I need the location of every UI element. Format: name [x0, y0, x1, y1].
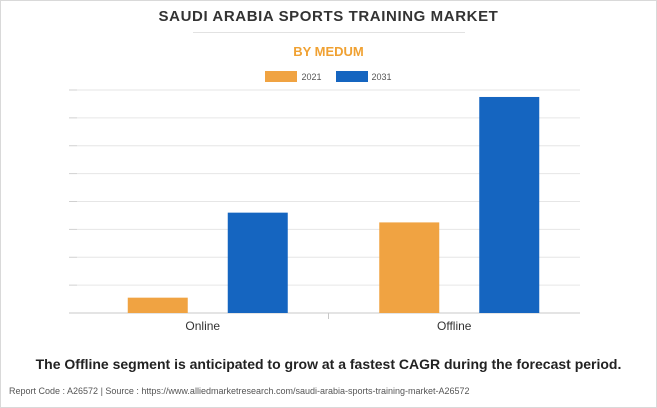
legend-swatch-2021	[265, 71, 298, 82]
bar-offline-2021	[379, 222, 440, 313]
chart-legend: 2021 2031	[0, 71, 657, 82]
source-line: Report Code : A26572 | Source : https://…	[9, 386, 470, 396]
bar-online-2021	[127, 297, 188, 313]
chart-title: SAUDI ARABIA SPORTS TRAINING MARKET	[158, 8, 499, 25]
chart-footnote: The Offline segment is anticipated to gr…	[35, 356, 622, 372]
legend-swatch-2031	[335, 71, 368, 82]
legend-label-2021: 2021	[301, 71, 322, 82]
legend-label-2031: 2031	[371, 71, 392, 82]
chart-subtitle: BY MEDUM	[293, 44, 364, 59]
bar-offline-2031	[479, 96, 540, 313]
bar-online-2031	[227, 212, 288, 313]
title-divider	[193, 32, 465, 33]
legend-item-2031: 2031	[335, 71, 392, 82]
x-tick-label-offline: Offline	[437, 319, 472, 333]
legend-item-2021: 2021	[265, 71, 322, 82]
x-tick-label-online: Online	[185, 319, 220, 333]
